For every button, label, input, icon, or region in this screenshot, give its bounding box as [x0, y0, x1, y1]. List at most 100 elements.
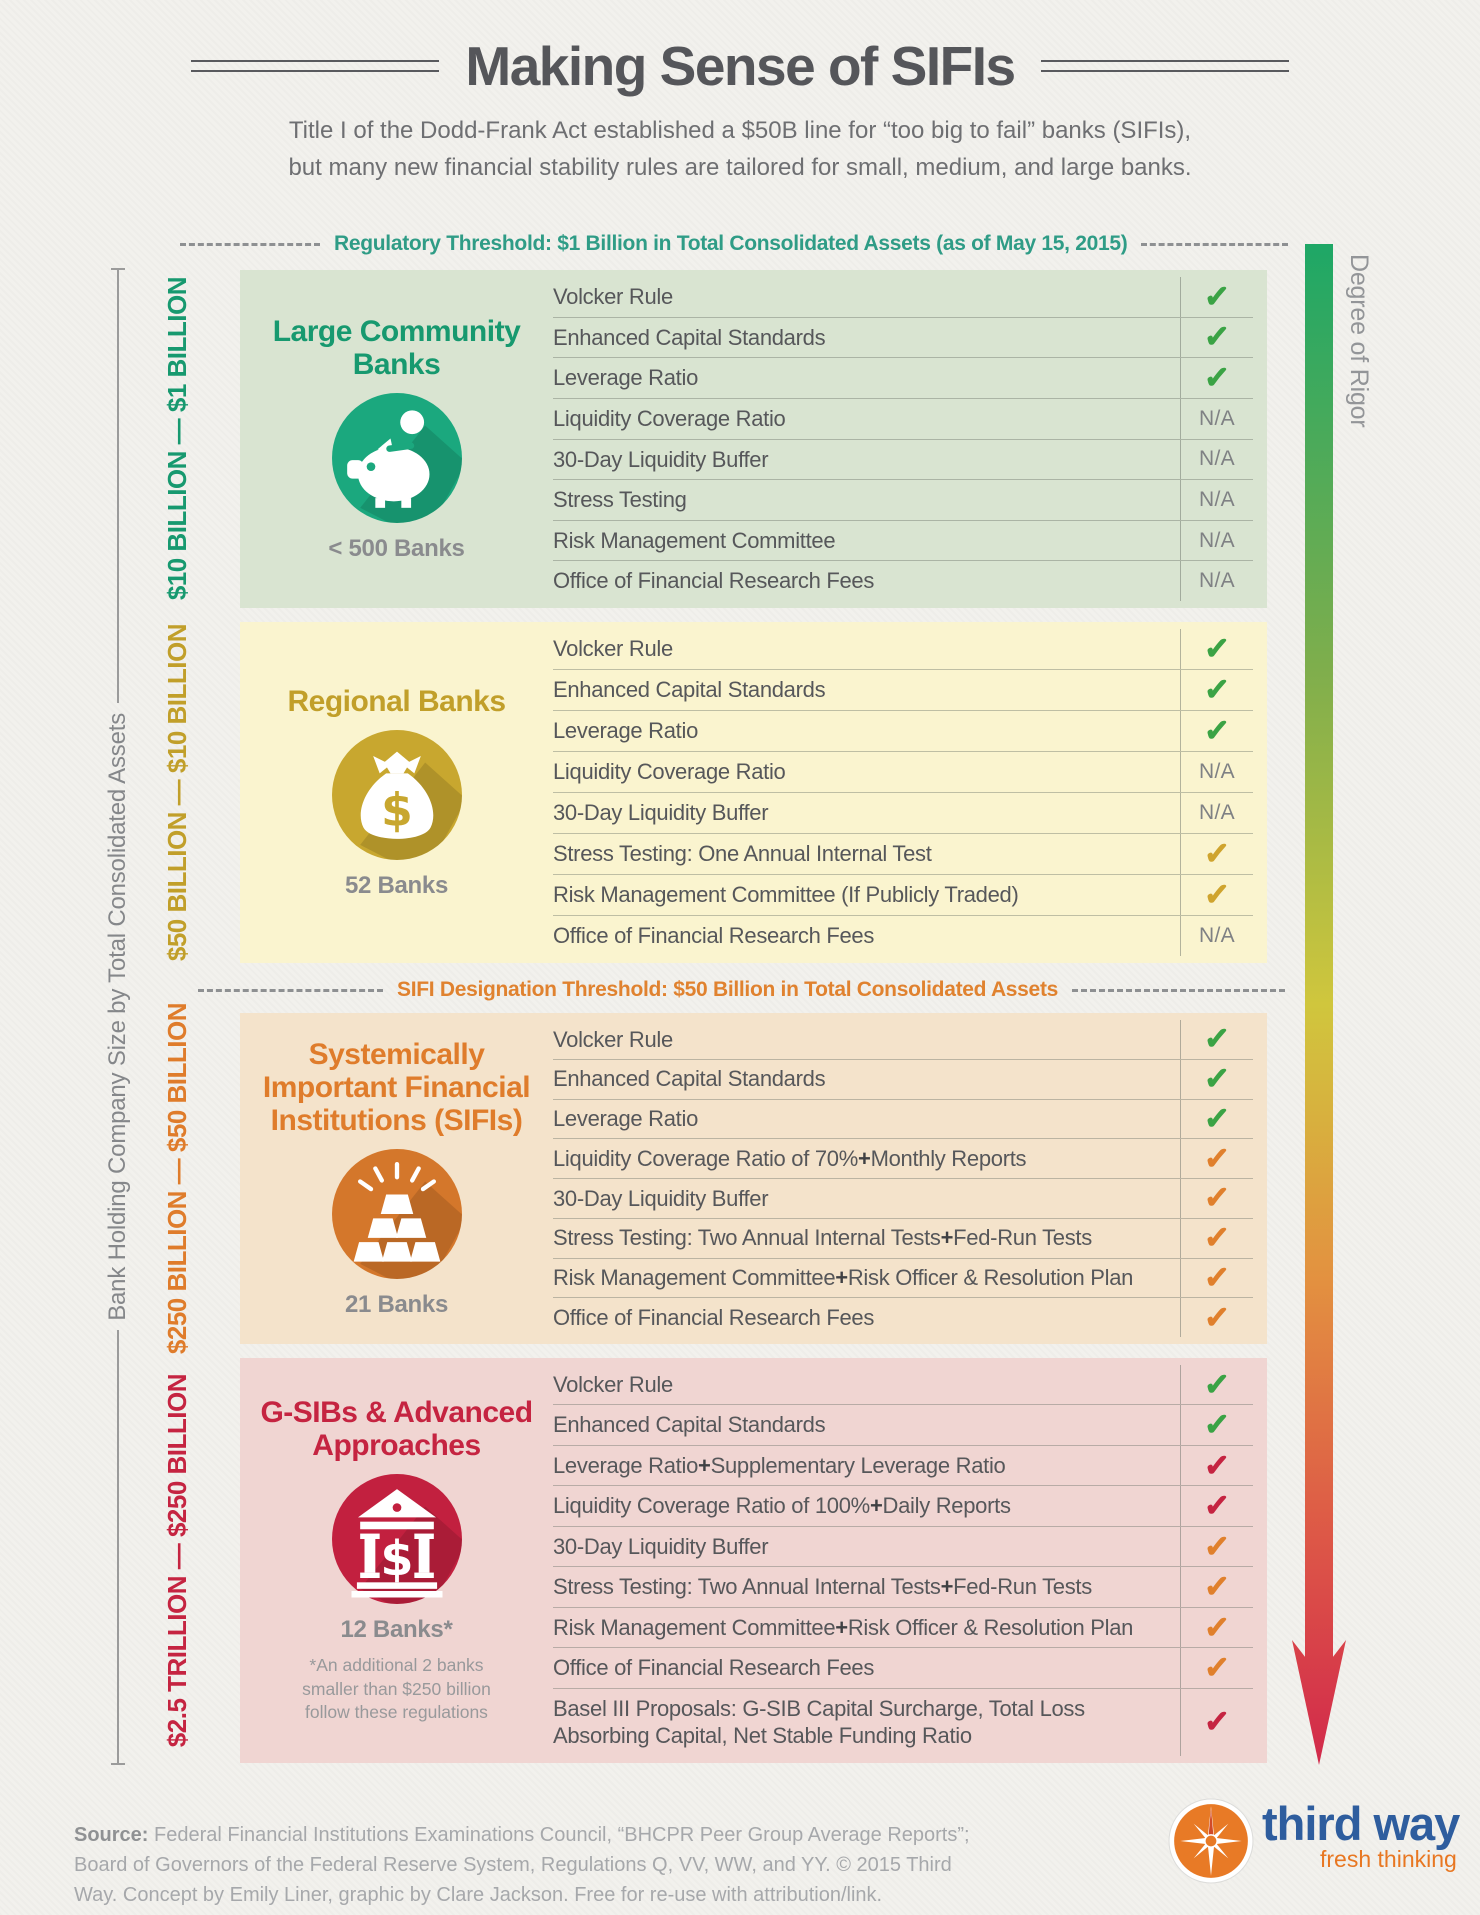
- check-icon: ✓: [1203, 1060, 1232, 1097]
- logo-text: third way: [1262, 1797, 1460, 1850]
- check-icon: ✓: [1203, 359, 1232, 396]
- rule-row: Liquidity Coverage Ratio N/A: [553, 397, 1253, 439]
- footer-line3: Way. Concept by Emily Liner, graphic by …: [74, 1884, 883, 1906]
- check-cell: ✓: [1180, 1526, 1253, 1567]
- rule-label: Enhanced Capital Standards: [553, 1066, 826, 1092]
- footer-line1: Federal Financial Institutions Examinati…: [148, 1824, 970, 1846]
- rule-row: Office of Financial Research Fees N/A: [553, 560, 1253, 601]
- range-label: $10 BILLION — $1 BILLION: [161, 277, 192, 601]
- logo-tagline: fresh thinking: [1320, 1845, 1457, 1872]
- footer-line2: Board of Governors of the Federal Reserv…: [74, 1854, 952, 1876]
- rule-label: Liquidity Coverage Ratio: [553, 405, 786, 431]
- section-left-column: Systemically Important Financial Instituti…: [240, 1013, 553, 1344]
- section-regional-banks: $50 BILLION — $10 BILLION Regional Banks…: [162, 622, 1267, 963]
- rule-label: 30-Day Liquidity Buffer: [553, 1533, 769, 1559]
- gold-bars-icon: [331, 1149, 462, 1279]
- bank-count: 12 Banks*: [340, 1616, 453, 1644]
- rule-row: Basel III Proposals: G-SIB Capital Surch…: [553, 1687, 1253, 1756]
- check-icon: ✓: [1203, 712, 1232, 749]
- check-icon: ✓: [1203, 1366, 1232, 1403]
- rules-table: Volcker Rule ✓ Enhanced Capital Standard…: [553, 629, 1253, 956]
- check-cell: ✓: [1180, 1648, 1253, 1688]
- rule-label: Leverage Ratio + Supplementary Leverage …: [553, 1452, 1006, 1478]
- check-cell: ✓: [1180, 358, 1253, 398]
- rule-label: 30-Day Liquidity Buffer: [553, 1185, 769, 1211]
- check-cell: ✓: [1180, 834, 1253, 874]
- check-icon: ✓: [1203, 671, 1232, 708]
- check-cell: ✓: [1180, 1020, 1253, 1059]
- check-icon: ✓: [1203, 1608, 1232, 1646]
- rules-table: Volcker Rule ✓ Enhanced Capital Standard…: [553, 1020, 1253, 1337]
- check-icon: ✓: [1203, 1219, 1232, 1256]
- section-sifis: $250 BILLION — $50 BILLION Systemically I…: [162, 1003, 1267, 1354]
- rule-label: Liquidity Coverage Ratio of 70% + Monthl…: [553, 1145, 1027, 1171]
- section-large-community-banks: $10 BILLION — $1 BILLION Large Community…: [162, 270, 1267, 608]
- axis-cap-bottom: [111, 1763, 125, 1765]
- degree-of-rigor-label: Degree of Rigor: [1345, 254, 1373, 428]
- check-cell: N/A: [1180, 398, 1253, 439]
- check-cell: N/A: [1180, 520, 1253, 561]
- rule-label: Enhanced Capital Standards: [553, 324, 826, 350]
- check-icon: ✓: [1203, 1527, 1232, 1565]
- rule-label: 30-Day Liquidity Buffer: [553, 800, 769, 826]
- threshold-regulatory: Regulatory Threshold: $1 Billion in Tota…: [180, 231, 1288, 257]
- axis-cap-top: [111, 268, 125, 270]
- rigor-arrow-icon: [1292, 244, 1346, 1771]
- title-rule-left: [191, 60, 440, 72]
- na-label: N/A: [1199, 406, 1235, 430]
- na-label: N/A: [1199, 447, 1235, 471]
- rule-label: Enhanced Capital Standards: [553, 677, 826, 703]
- check-cell: N/A: [1180, 561, 1253, 601]
- check-cell: ✓: [1180, 711, 1253, 751]
- check-icon: ✓: [1203, 1649, 1232, 1686]
- rule-row: Leverage Ratio ✓: [553, 357, 1253, 398]
- rule-row: Volcker Rule ✓: [553, 1365, 1253, 1405]
- rule-row: Office of Financial Research Fees ✓: [553, 1297, 1253, 1337]
- title-rule-right: [1040, 60, 1289, 72]
- rule-label: Risk Management Committee + Risk Officer…: [553, 1265, 1134, 1291]
- check-icon: ✓: [1203, 1568, 1232, 1605]
- rule-row: Volcker Rule ✓: [553, 1020, 1253, 1059]
- section-title: Regional Banks: [287, 685, 506, 718]
- check-cell: ✓: [1180, 317, 1253, 358]
- rule-row: Liquidity Coverage Ratio of 70% + Monthl…: [553, 1138, 1253, 1178]
- rule-row: Enhanced Capital Standards ✓: [553, 1404, 1253, 1445]
- threshold-regulatory-label: Regulatory Threshold: $1 Billion in Tota…: [334, 232, 1128, 255]
- check-cell: ✓: [1180, 629, 1253, 669]
- check-cell: ✓: [1180, 1258, 1253, 1298]
- subtitle: Title I of the Dodd-Frank Act establishe…: [0, 112, 1480, 186]
- rule-row: Enhanced Capital Standards ✓: [553, 1058, 1253, 1099]
- rule-label: Stress Testing: Two Annual Internal Test…: [553, 1225, 1092, 1251]
- section-left-column: Regional Banks $ 52 Banks: [240, 622, 553, 963]
- check-cell: ✓: [1180, 1486, 1253, 1526]
- rule-row: Liquidity Coverage Ratio N/A: [553, 751, 1253, 792]
- check-icon: ✓: [1203, 1298, 1232, 1336]
- rule-label: 30-Day Liquidity Buffer: [553, 446, 769, 472]
- svg-text:$: $: [381, 783, 413, 836]
- check-cell: ✓: [1180, 1405, 1253, 1445]
- threshold-sifi-label: SIFI Designation Threshold: $50 Billion …: [397, 978, 1059, 1001]
- header: Making Sense of SIFIs: [0, 34, 1480, 98]
- bank-count: < 500 Banks: [328, 535, 465, 562]
- na-label: N/A: [1199, 760, 1235, 783]
- left-axis-label: Bank Holding Company Size by Total Conso…: [104, 712, 131, 1321]
- subtitle-line2: but many new financial stability rules a…: [288, 154, 1192, 182]
- check-cell: ✓: [1180, 1365, 1253, 1405]
- section-gsibs-advanced-approaches: $2.5 TRILLION — $250 BILLION G-SIBs & Ad…: [162, 1358, 1267, 1763]
- range-label: $50 BILLION — $10 BILLION: [161, 623, 192, 962]
- rule-row: Leverage Ratio ✓: [553, 1098, 1253, 1139]
- check-icon: ✓: [1203, 1406, 1232, 1443]
- check-cell: ✓: [1180, 1179, 1253, 1218]
- dashed-line: [198, 988, 383, 992]
- rule-row: Stress Testing N/A: [553, 479, 1253, 520]
- rule-row: Risk Management Committee + Risk Officer…: [553, 1606, 1253, 1648]
- check-cell: ✓: [1180, 1139, 1253, 1178]
- rule-row: Stress Testing: Two Annual Internal Test…: [553, 1566, 1253, 1607]
- dashed-line: [180, 242, 320, 246]
- left-axis: Bank Holding Company Size by Total Conso…: [103, 268, 133, 1765]
- rule-label: Volcker Rule: [553, 636, 673, 662]
- check-icon: ✓: [1203, 1139, 1232, 1177]
- range-label: $2.5 TRILLION — $250 BILLION: [161, 1373, 192, 1748]
- rule-row: Enhanced Capital Standards ✓: [553, 316, 1253, 358]
